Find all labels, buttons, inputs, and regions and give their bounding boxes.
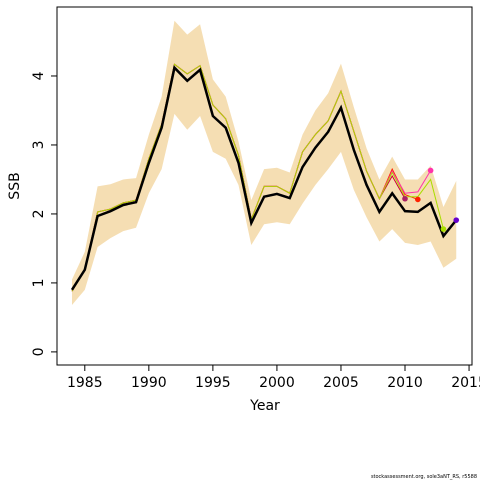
y-tick-label: 1 <box>31 278 47 287</box>
x-tick-label: 1995 <box>195 375 231 391</box>
x-tick-label: 1990 <box>131 375 167 391</box>
series-line <box>70 65 458 291</box>
x-tick-label: 2000 <box>259 375 295 391</box>
series-line <box>71 63 444 292</box>
y-tick-label: 0 <box>31 347 47 356</box>
y-tick-label: 2 <box>31 209 47 218</box>
x-axis-label: Year <box>249 398 280 414</box>
x-tick-label: 2015 <box>451 375 480 391</box>
terminal-point <box>453 217 460 223</box>
y-tick-label: 3 <box>31 140 47 149</box>
y-tick-label: 4 <box>31 71 47 80</box>
footer: stockassessment.org, sole3aNT_RS, r5588 <box>371 474 477 480</box>
x-tick-label: 2005 <box>323 375 359 391</box>
terminal-point <box>427 167 434 174</box>
x-tick-label: 2010 <box>387 375 423 391</box>
terminal-point <box>440 226 447 232</box>
terminal-point <box>402 195 408 202</box>
confidence-band <box>71 20 457 305</box>
y-axis-label: SSB <box>7 172 23 199</box>
terminal-point <box>415 196 421 203</box>
plot-box <box>56 6 473 366</box>
x-tick-label: 1985 <box>67 375 103 391</box>
